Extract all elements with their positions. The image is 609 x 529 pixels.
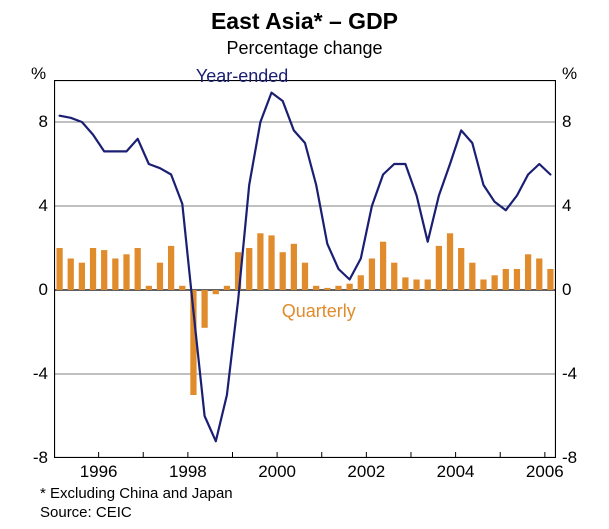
xtick: 1998: [169, 462, 207, 482]
xtick: 2000: [258, 462, 296, 482]
xtick: 2004: [437, 462, 475, 482]
ytick-left: 4: [39, 196, 48, 216]
chart-container: East Asia* – GDP Percentage change % % -…: [0, 0, 609, 529]
ytick-left: -8: [33, 448, 48, 468]
y-unit-right: %: [562, 64, 577, 84]
xtick: 2006: [526, 462, 564, 482]
chart-plot: [54, 80, 556, 458]
ytick-right: -8: [562, 448, 577, 468]
ytick-left: 8: [39, 112, 48, 132]
ytick-right: 8: [562, 112, 571, 132]
chart-title: East Asia* – GDP: [0, 8, 609, 35]
line-series-label: Year-ended: [196, 66, 288, 87]
bar-series-label: Quarterly: [282, 301, 356, 322]
footnote-exclusion: * Excluding China and Japan: [40, 485, 233, 502]
ytick-right: 0: [562, 280, 571, 300]
ytick-right: 4: [562, 196, 571, 216]
ytick-left: -4: [33, 364, 48, 384]
y-unit-left: %: [31, 64, 46, 84]
ytick-left: 0: [39, 280, 48, 300]
ytick-right: -4: [562, 364, 577, 384]
footnote-source: Source: CEIC: [40, 504, 132, 521]
xtick: 2002: [347, 462, 385, 482]
chart-subtitle: Percentage change: [0, 38, 609, 59]
xtick: 1996: [80, 462, 118, 482]
